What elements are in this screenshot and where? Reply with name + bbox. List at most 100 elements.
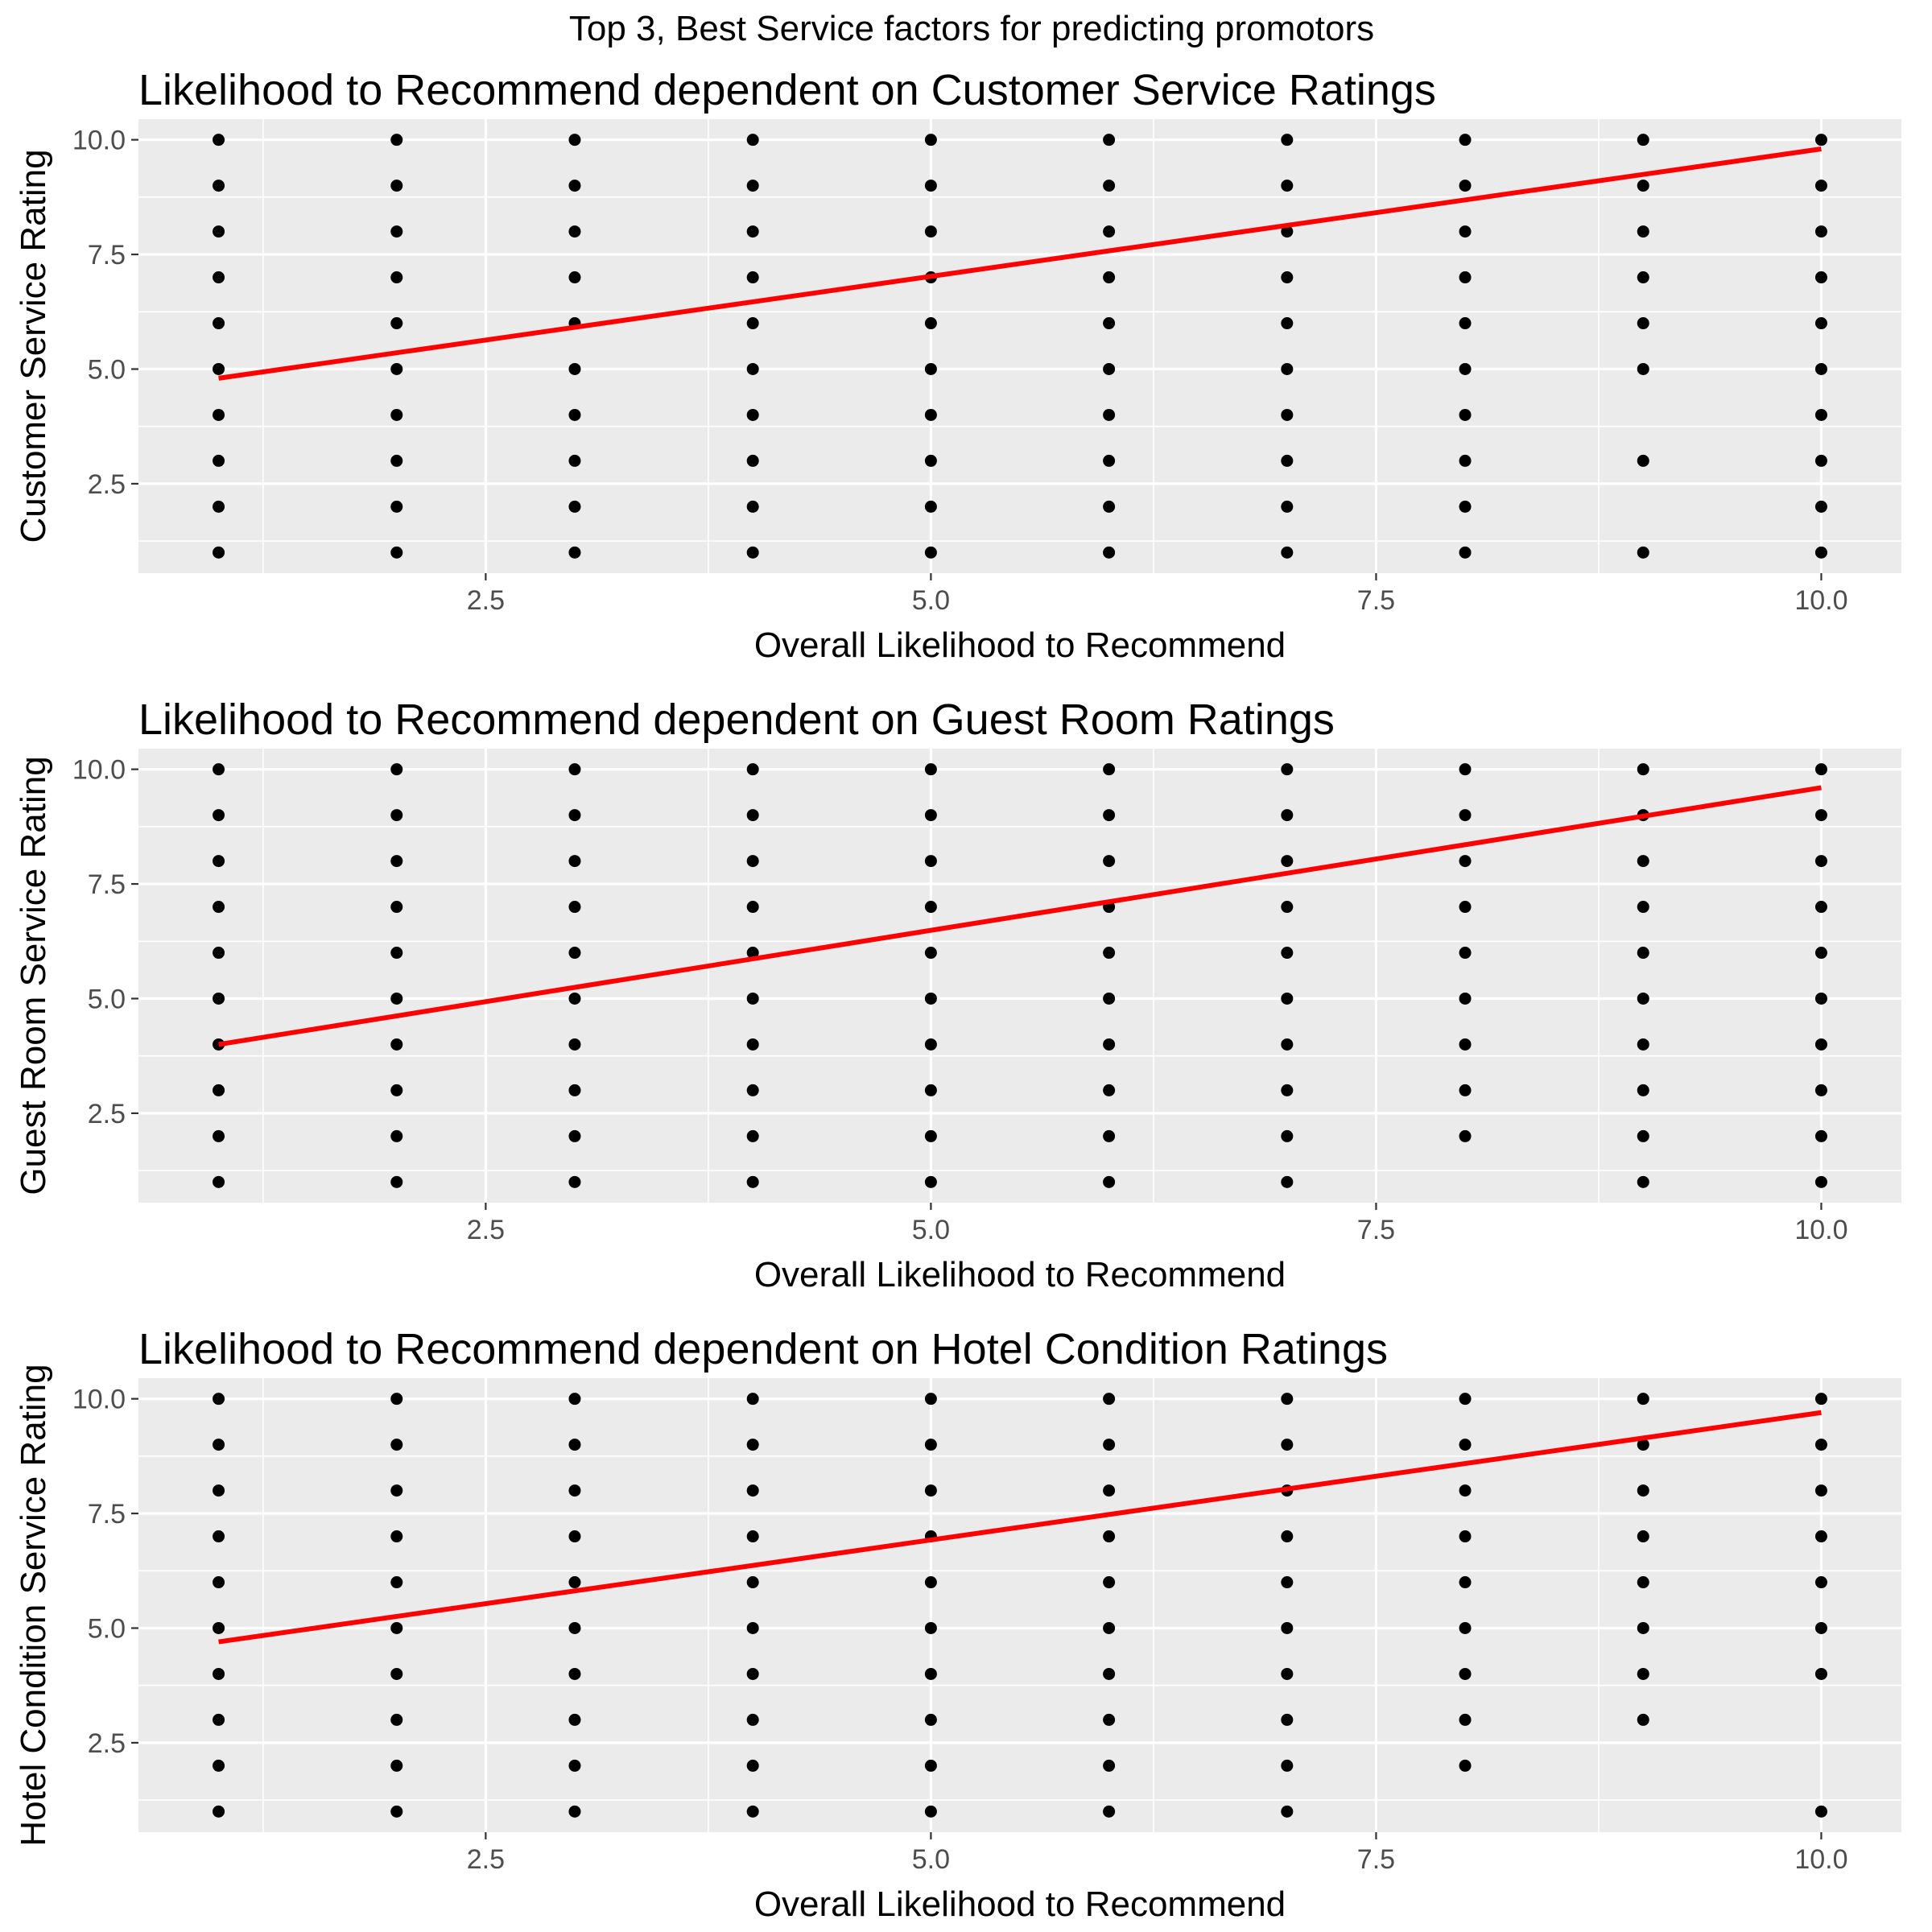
data-point xyxy=(1103,134,1116,147)
y-axis-title: Guest Room Service Rating xyxy=(14,756,53,1195)
y-tick-label: 10.0 xyxy=(72,126,126,156)
data-point xyxy=(1814,500,1827,513)
data-point xyxy=(1459,225,1472,238)
data-point xyxy=(213,1667,225,1680)
data-point xyxy=(1103,1713,1116,1726)
data-point xyxy=(1814,362,1827,375)
data-point xyxy=(1637,134,1649,147)
data-point xyxy=(390,180,403,192)
data-point xyxy=(568,763,581,776)
data-point xyxy=(746,1759,759,1772)
data-point xyxy=(1637,763,1649,776)
data-point xyxy=(1281,763,1294,776)
data-point xyxy=(1459,855,1472,868)
data-point xyxy=(746,901,759,914)
panel-title: Likelihood to Recommend dependent on Hot… xyxy=(138,1325,1388,1373)
data-point xyxy=(213,1129,225,1142)
data-point xyxy=(1459,1084,1472,1096)
data-point xyxy=(1814,1129,1827,1142)
data-point xyxy=(568,1530,581,1543)
data-point xyxy=(568,1576,581,1589)
x-tick-label: 5.0 xyxy=(912,1844,950,1875)
data-point xyxy=(1103,1484,1116,1497)
data-point xyxy=(1814,1038,1827,1051)
data-point xyxy=(1637,1530,1649,1543)
data-point xyxy=(924,763,937,776)
data-point xyxy=(568,454,581,467)
data-point xyxy=(1459,500,1472,513)
data-point xyxy=(390,763,403,776)
data-point xyxy=(390,855,403,868)
data-point xyxy=(213,225,225,238)
y-tick-label: 5.0 xyxy=(88,1613,126,1644)
data-point xyxy=(746,1175,759,1188)
data-point xyxy=(1814,225,1827,238)
y-tick-label: 10.0 xyxy=(72,755,126,786)
data-point xyxy=(213,1576,225,1589)
data-point xyxy=(1281,1129,1294,1142)
data-point xyxy=(213,1439,225,1451)
data-point xyxy=(924,180,937,192)
data-point xyxy=(1637,1667,1649,1680)
data-point xyxy=(213,546,225,559)
x-axis-title: Overall Likelihood to Recommend xyxy=(754,1255,1286,1294)
data-point xyxy=(1281,271,1294,284)
data-point xyxy=(1637,1621,1649,1634)
data-point xyxy=(1281,1713,1294,1726)
data-point xyxy=(1459,1713,1472,1726)
data-point xyxy=(1281,362,1294,375)
data-point xyxy=(1814,1084,1827,1096)
data-point xyxy=(1281,454,1294,467)
data-point xyxy=(390,992,403,1005)
data-point xyxy=(1103,1393,1116,1406)
data-point xyxy=(1814,1621,1827,1634)
data-point xyxy=(390,1484,403,1497)
data-point xyxy=(746,1713,759,1726)
y-tick-label: 2.5 xyxy=(88,469,126,500)
data-point xyxy=(1103,947,1116,960)
data-point xyxy=(746,1621,759,1634)
data-point xyxy=(1281,134,1294,147)
data-point xyxy=(1459,1530,1472,1543)
data-point xyxy=(213,1759,225,1772)
data-point xyxy=(1814,1484,1827,1497)
data-point xyxy=(568,271,581,284)
data-point xyxy=(1459,1576,1472,1589)
data-point xyxy=(1637,362,1649,375)
data-point xyxy=(1637,855,1649,868)
data-point xyxy=(213,1713,225,1726)
data-point xyxy=(390,1805,403,1818)
trend-line xyxy=(218,1410,1822,1645)
data-point xyxy=(1281,1439,1294,1451)
x-tick-label: 10.0 xyxy=(1794,585,1847,616)
data-point xyxy=(924,992,937,1005)
y-tick-label: 5.0 xyxy=(88,354,126,385)
data-point xyxy=(746,454,759,467)
plot-background xyxy=(138,749,1901,1203)
data-point xyxy=(1637,992,1649,1005)
data-point xyxy=(746,809,759,822)
data-point xyxy=(568,362,581,375)
data-point xyxy=(746,1667,759,1680)
data-point xyxy=(1103,763,1116,776)
data-point xyxy=(1103,546,1116,559)
x-tick-label: 10.0 xyxy=(1794,1844,1847,1875)
data-point xyxy=(568,1129,581,1142)
data-point xyxy=(746,1129,759,1142)
data-point xyxy=(1814,809,1827,822)
data-point xyxy=(568,855,581,868)
data-point xyxy=(746,1393,759,1406)
data-point xyxy=(390,809,403,822)
data-point xyxy=(1103,1084,1116,1096)
data-point xyxy=(568,1393,581,1406)
data-point xyxy=(1281,225,1294,238)
data-point xyxy=(1459,947,1472,960)
data-point xyxy=(213,1484,225,1497)
data-point xyxy=(568,1805,581,1818)
data-point xyxy=(1637,317,1649,330)
data-point xyxy=(1459,809,1472,822)
data-point xyxy=(568,901,581,914)
data-point xyxy=(746,855,759,868)
data-point xyxy=(924,1175,937,1188)
